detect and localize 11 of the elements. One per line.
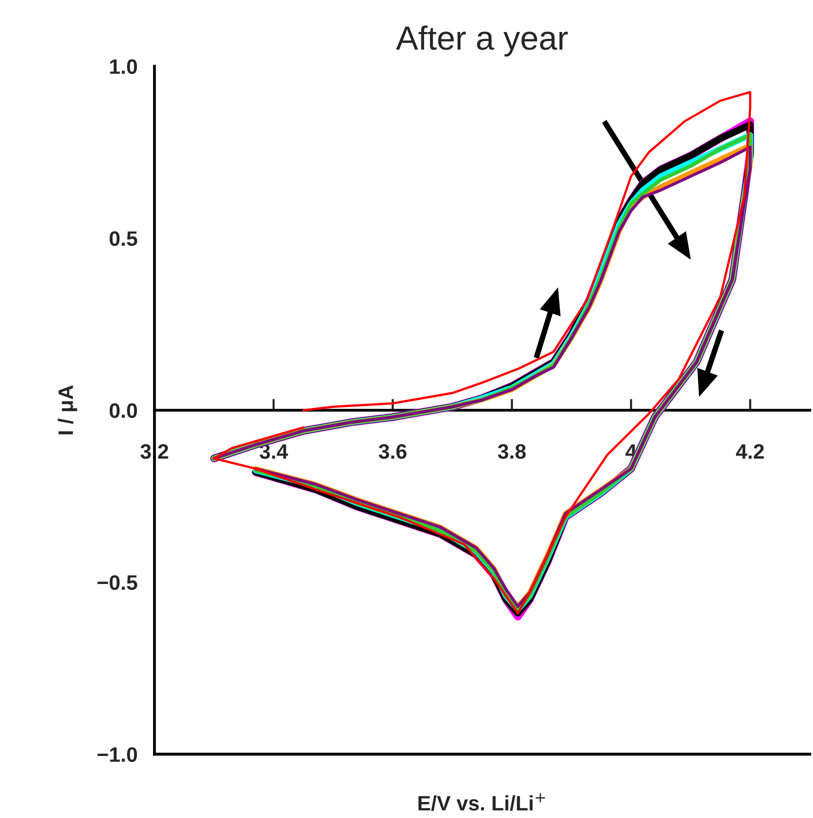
y-tick-label: 0.0 xyxy=(110,403,137,418)
y-tick-label: −0.5 xyxy=(98,575,138,590)
x-tick-label: 3.6 xyxy=(378,444,406,459)
y-tick-label: 0.5 xyxy=(110,231,138,246)
y-axis-title: I / μA xyxy=(58,385,78,434)
x-axis-title: E/V vs. Li/Li$^{+}$ xyxy=(418,793,545,811)
chart-title: After a year xyxy=(396,25,568,57)
x-tick-label: 4.2 xyxy=(736,444,764,459)
y-tick-label: 1.0 xyxy=(110,59,137,74)
y-tick-label: −1.0 xyxy=(98,747,137,762)
x-tick-label: 3.8 xyxy=(498,444,526,459)
